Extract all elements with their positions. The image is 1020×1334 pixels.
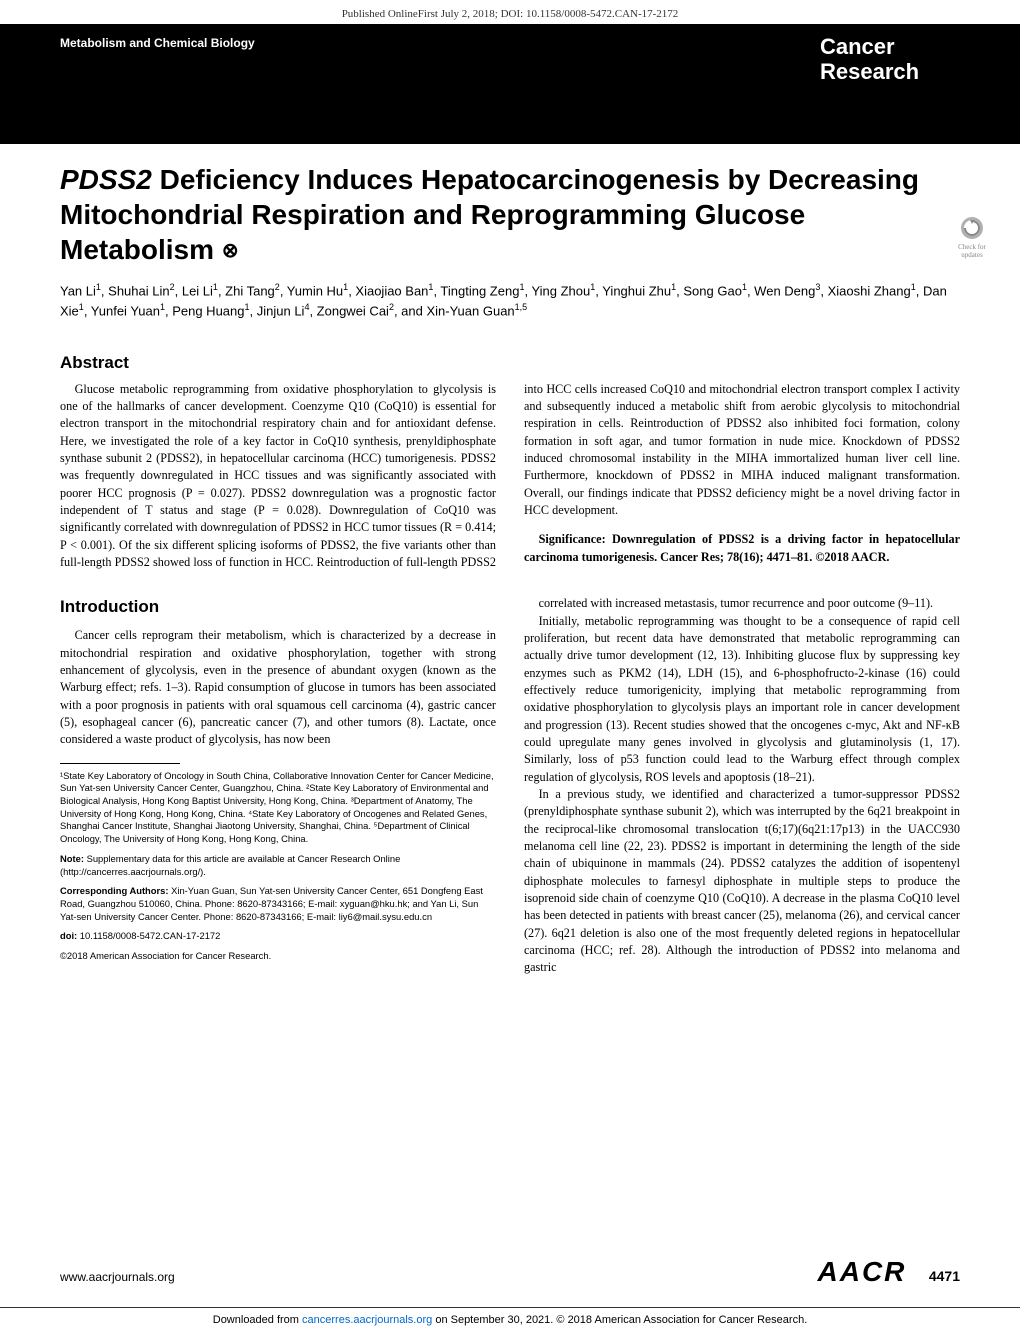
intro-p1: Cancer cells reprogram their metabolism,… (60, 627, 496, 748)
abstract-significance: Significance: Downregulation of PDSS2 is… (524, 531, 960, 566)
footer-page-number: 4471 (929, 1268, 960, 1284)
note-text: Supplementary data for this article are … (60, 853, 400, 877)
introduction-columns: Introduction Cancer cells reprogram thei… (60, 595, 960, 976)
title-rest: Deficiency Induces Hepatocarcinogenesis … (60, 164, 919, 265)
footer-brand: AACR (818, 1256, 907, 1287)
dl-prefix: Downloaded from (213, 1314, 302, 1326)
affiliations: ¹State Key Laboratory of Oncology in Sou… (60, 770, 496, 846)
journal-line1: Cancer (820, 34, 1000, 59)
note-label: Note: (60, 853, 84, 864)
page-footer: www.aacrjournals.org AACR 4471 (60, 1256, 960, 1288)
doi-text: 10.1158/0008-5472.CAN-17-2172 (77, 930, 220, 941)
journal-banner: Metabolism and Chemical Biology Cancer R… (0, 24, 1020, 144)
doi: doi: 10.1158/0008-5472.CAN-17-2172 (60, 930, 496, 943)
intro-p1b: correlated with increased metastasis, tu… (524, 595, 960, 612)
authors-list: Yan Li1, Shuhai Lin2, Lei Li1, Zhi Tang2… (0, 277, 1020, 331)
journal-line2: Research (820, 59, 1000, 84)
title-block: PDSS2 Deficiency Induces Hepatocarcinoge… (0, 144, 1020, 277)
open-access-icon: ⊗ (222, 239, 239, 264)
journal-name: Cancer Research (820, 24, 1020, 144)
article-title: PDSS2 Deficiency Induces Hepatocarcinoge… (60, 162, 960, 267)
title-gene-italic: PDSS2 (60, 164, 152, 195)
corr-label: Corresponding Authors: (60, 885, 169, 896)
check-updates-badge[interactable]: Check for updates (954, 215, 990, 257)
abstract-section: Abstract Glucose metabolic reprogramming… (0, 331, 1020, 586)
banner-left: Metabolism and Chemical Biology (0, 24, 820, 144)
introduction-heading: Introduction (60, 595, 496, 619)
published-online-header: Published OnlineFirst July 2, 2018; DOI:… (0, 0, 1020, 24)
check-updates-label: Check for updates (958, 243, 986, 259)
downloaded-from-bar: Downloaded from cancerres.aacrjournals.o… (0, 1307, 1020, 1326)
abstract-heading: Abstract (60, 353, 960, 373)
check-updates-icon (959, 215, 985, 241)
dl-link[interactable]: cancerres.aacrjournals.org (302, 1314, 432, 1326)
supplementary-note: Note: Supplementary data for this articl… (60, 853, 496, 878)
corresponding-authors: Corresponding Authors: Xin-Yuan Guan, Su… (60, 885, 496, 923)
intro-p2: Initially, metabolic reprogramming was t… (524, 613, 960, 786)
footnotes-block: ¹State Key Laboratory of Oncology in Sou… (60, 770, 496, 963)
abstract-columns: Glucose metabolic reprogramming from oxi… (60, 381, 960, 572)
significance-text: Significance: Downregulation of PDSS2 is… (524, 532, 960, 563)
intro-p3: In a previous study, we identified and c… (524, 786, 960, 977)
doi-label: doi: (60, 930, 77, 941)
copyright: ©2018 American Association for Cancer Re… (60, 950, 496, 963)
dl-suffix: on September 30, 2021. © 2018 American A… (432, 1314, 807, 1326)
footer-url: www.aacrjournals.org (60, 1270, 175, 1284)
article-category: Metabolism and Chemical Biology (60, 36, 820, 50)
footnote-divider (60, 763, 180, 764)
introduction-section: Introduction Cancer cells reprogram thei… (0, 585, 1020, 976)
